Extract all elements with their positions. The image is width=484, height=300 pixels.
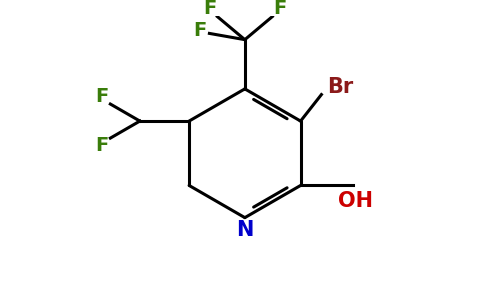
Text: F: F <box>193 21 207 40</box>
Text: F: F <box>203 0 216 17</box>
Text: F: F <box>95 87 108 106</box>
Text: F: F <box>273 0 287 17</box>
Text: F: F <box>95 136 108 155</box>
Text: N: N <box>236 220 254 240</box>
Text: Br: Br <box>327 77 353 97</box>
Text: OH: OH <box>338 190 373 211</box>
